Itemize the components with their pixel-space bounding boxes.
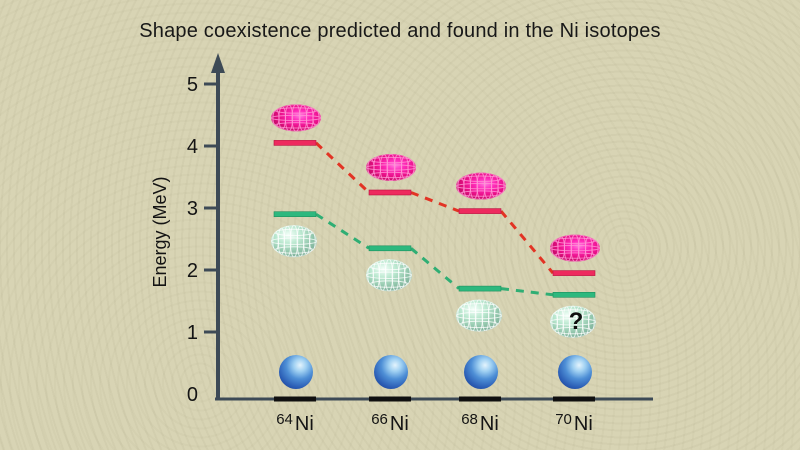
prolate-ellipsoid-icon — [271, 104, 321, 132]
oblate-level-bar — [273, 211, 317, 217]
isotope-tick — [274, 396, 316, 402]
prolate-level-bar — [458, 208, 502, 214]
oblate-level-bar — [458, 285, 502, 292]
isotope-label: 68 Ni — [461, 411, 499, 435]
oblate-level-bar — [368, 245, 412, 252]
isotope-label: 66 Ni — [371, 411, 409, 435]
y-tick-label: 3 — [187, 198, 198, 220]
prolate-connector-line — [499, 210, 555, 275]
prolate-level-bar — [552, 270, 596, 276]
oblate-ellipsoid-icon — [456, 299, 502, 332]
y-tick-label: 2 — [187, 260, 198, 282]
prolate-level-bar — [368, 189, 412, 196]
prolate-ellipsoid-icon — [366, 154, 416, 181]
oblate-ellipsoid-icon — [271, 225, 317, 258]
y-tick-label: 0 — [187, 384, 198, 406]
isotope-tick — [459, 396, 501, 402]
prolate-connector-line — [314, 141, 371, 194]
y-tick-label: 4 — [187, 136, 198, 158]
sphere-icon — [279, 355, 313, 389]
isotope-label: 70 Ni — [555, 411, 593, 435]
isotope-tick — [553, 396, 595, 402]
figure-title: Shape coexistence predicted and found in… — [139, 20, 661, 42]
sphere-icon — [374, 355, 408, 389]
prolate-connector-line — [410, 191, 460, 213]
oblate-connector-line — [315, 212, 370, 250]
oblate-connector-line — [500, 287, 554, 297]
oblate-connector-line — [410, 247, 460, 290]
sphere-icon — [558, 355, 592, 389]
oblate-level-bar — [552, 291, 596, 298]
oblate-ellipsoid-icon — [366, 259, 412, 292]
prolate-ellipsoid-icon — [456, 172, 506, 200]
isotope-tick — [369, 396, 411, 402]
prolate-level-bar — [273, 140, 317, 146]
isotope-label: 64 Ni — [276, 411, 314, 435]
energy-axis-arrow-icon — [211, 53, 225, 73]
prolate-ellipsoid-icon — [550, 234, 600, 262]
oblate-ellipsoid-icon — [550, 305, 596, 338]
y-tick-label: 5 — [187, 74, 198, 96]
sphere-icon — [464, 355, 498, 389]
y-tick-label: 1 — [187, 322, 198, 344]
y-axis-label: Energy (MeV) — [150, 176, 170, 287]
question-mark: ? — [569, 308, 584, 335]
